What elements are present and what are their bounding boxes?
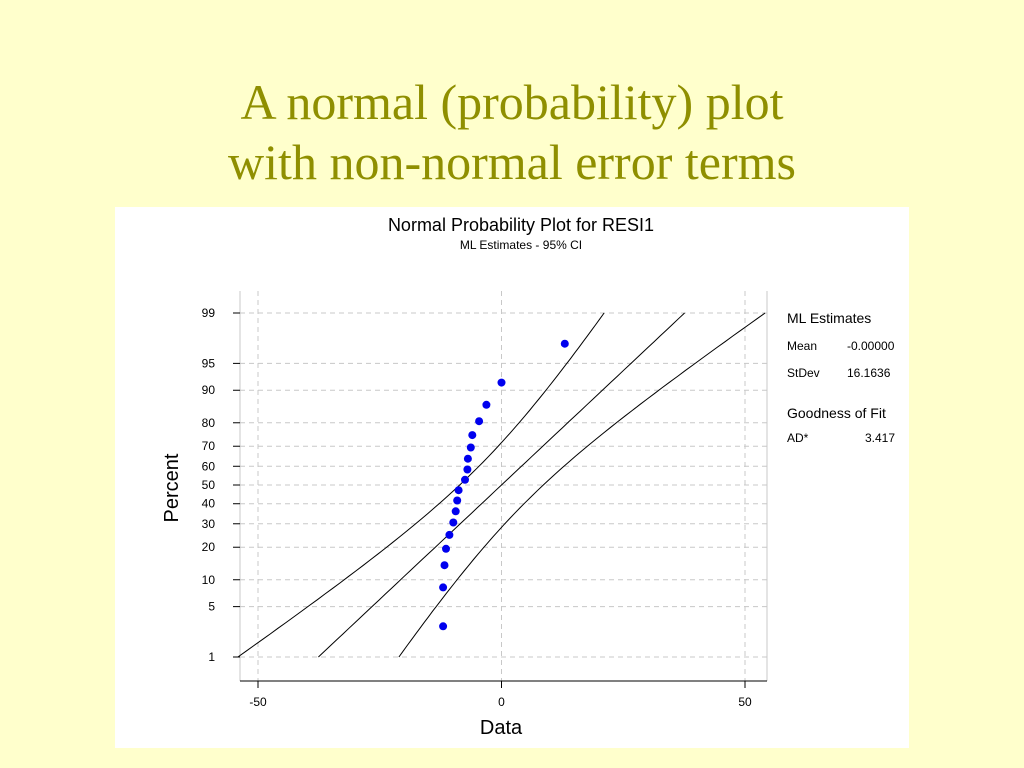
data-point xyxy=(445,530,454,539)
data-point xyxy=(451,507,460,516)
ci-upper-curve xyxy=(398,312,766,658)
y-tick-label: 30 xyxy=(202,517,216,531)
y-tick-label: 80 xyxy=(202,416,216,430)
y-tick-labels: 1 5 10 20 30 40 50 60 70 80 90 95 99 xyxy=(202,306,216,664)
data-point xyxy=(440,561,449,570)
fit-line xyxy=(318,312,685,658)
data-point xyxy=(482,400,491,409)
data-point xyxy=(468,431,477,440)
slide-title: A normal (probability) plot with non-nor… xyxy=(0,72,1024,192)
y-tick-label: 90 xyxy=(202,383,216,397)
data-point xyxy=(454,486,463,495)
x-tick-label: 50 xyxy=(738,695,752,709)
goodness-of-fit-header: Goodness of Fit xyxy=(787,405,886,421)
ci-lower-curve xyxy=(237,312,605,658)
data-points xyxy=(439,339,569,631)
y-tick-label: 70 xyxy=(202,439,216,453)
y-tick-label: 50 xyxy=(202,478,216,492)
data-point xyxy=(439,622,448,631)
chart-subtitle: ML Estimates - 95% CI xyxy=(460,238,582,252)
mean-label: Mean xyxy=(787,339,817,353)
stdev-label: StDev xyxy=(787,366,820,380)
x-tick-label: -50 xyxy=(249,695,267,709)
slide-title-line-2: with non-normal error terms xyxy=(228,134,796,190)
y-tick-label: 40 xyxy=(202,497,216,511)
data-point xyxy=(466,443,475,452)
y-tick-label: 99 xyxy=(202,306,216,320)
y-tick-label: 10 xyxy=(202,573,216,587)
stats-box: ML Estimates Mean -0.00000 StDev 16.1636… xyxy=(787,310,895,445)
grid-layer xyxy=(233,291,768,688)
stdev-value: 16.1636 xyxy=(847,366,891,380)
y-tick-label: 60 xyxy=(202,459,216,473)
normal-probability-plot: Normal Probability Plot for RESI1 ML Est… xyxy=(161,215,895,739)
x-tick-labels: -50 0 50 xyxy=(249,695,752,709)
chart-title: Normal Probability Plot for RESI1 xyxy=(388,215,654,235)
data-point xyxy=(463,454,472,463)
data-point xyxy=(449,518,458,527)
ad-value: 3.417 xyxy=(865,431,895,445)
data-point xyxy=(461,475,469,484)
data-point xyxy=(475,417,484,426)
data-point xyxy=(453,496,462,505)
ml-estimates-header: ML Estimates xyxy=(787,310,871,326)
y-tick-label: 1 xyxy=(208,650,215,664)
y-tick-label: 5 xyxy=(208,600,215,614)
y-axis-label: Percent xyxy=(161,453,183,522)
slide-title-line-1: A normal (probability) plot xyxy=(240,74,784,130)
data-point xyxy=(463,465,472,474)
data-point xyxy=(497,378,506,387)
y-tick-label: 95 xyxy=(202,356,216,370)
ad-label: AD* xyxy=(787,431,809,445)
data-point xyxy=(560,339,569,348)
mean-value: -0.00000 xyxy=(847,339,895,353)
x-tick-label: 0 xyxy=(498,695,505,709)
data-point xyxy=(439,583,448,592)
fit-lines xyxy=(237,312,766,658)
plot-panel: Normal Probability Plot for RESI1 ML Est… xyxy=(115,207,909,748)
x-axis-label: Data xyxy=(480,717,523,739)
data-point xyxy=(442,544,450,553)
y-tick-label: 20 xyxy=(202,540,216,554)
